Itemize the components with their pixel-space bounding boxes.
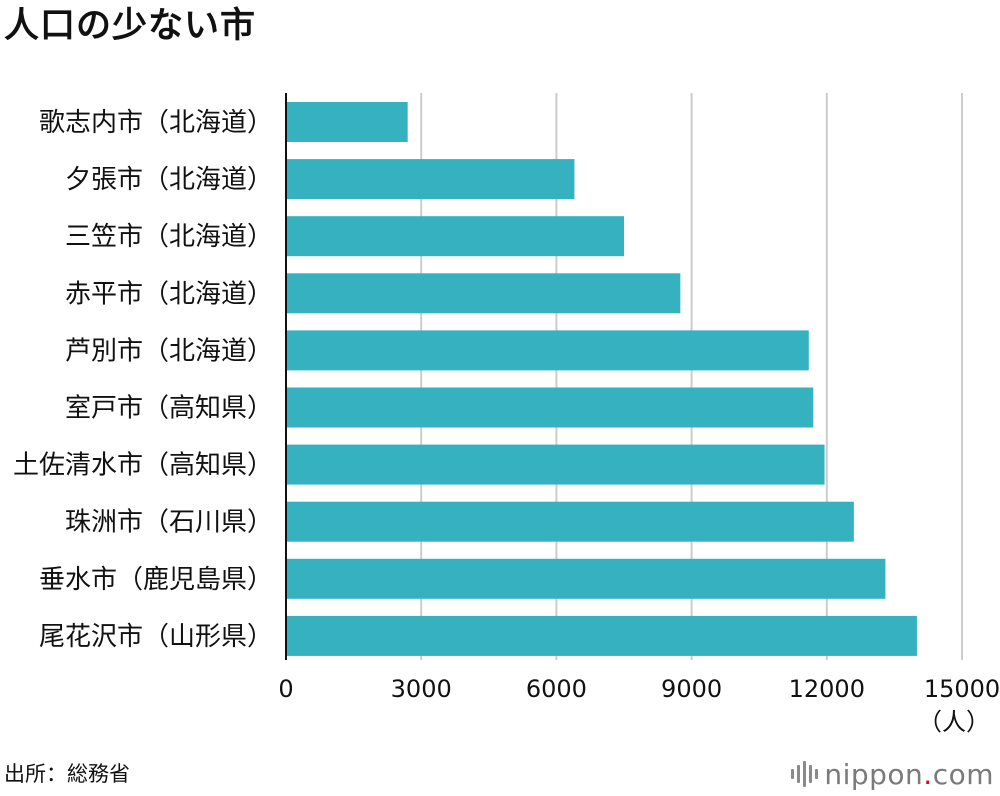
bar-8 [286, 501, 854, 542]
category-label: 芦別市（北海道） [65, 336, 273, 366]
category-labels: 歌志内市（北海道） 夕張市（北海道） 三笠市（北海道） 赤平市（北海道） 芦別市（北海道… [13, 108, 273, 652]
bar-3 [286, 216, 624, 257]
bar-1 [286, 102, 408, 142]
category-label: 夕張市（北海道） [65, 165, 273, 195]
x-tick-label: 3000 [391, 675, 452, 703]
logo-text: nippon.com [824, 757, 994, 791]
source-note: 出所：総務省 [4, 762, 130, 786]
x-tick-label: 12000 [789, 675, 865, 703]
bars [286, 102, 917, 656]
bar-4 [286, 273, 681, 314]
category-label: 室戸市（高知県） [65, 394, 273, 424]
nippon-logo: nippon.com [791, 757, 994, 791]
category-label: 垂水市（鹿児島県） [39, 565, 273, 595]
bar-7 [286, 444, 825, 485]
logo-mark-icon [791, 761, 819, 787]
category-label: 三笠市（北海道） [65, 222, 273, 252]
category-label: 歌志内市（北海道） [39, 108, 273, 138]
bar-9 [286, 558, 886, 599]
category-label: 珠洲市（石川県） [65, 508, 273, 538]
x-tick-labels: 0 3000 6000 9000 12000 15000 （人） [278, 675, 1000, 736]
x-tick-label: 15000 [924, 675, 1000, 703]
x-unit-label: （人） [918, 708, 990, 736]
x-tick-label: 6000 [526, 675, 587, 703]
category-label: 土佐清水市（高知県） [13, 451, 273, 481]
bar-6 [286, 387, 814, 428]
bar-5 [286, 330, 809, 371]
chart-title: 人口の少ない市 [4, 6, 257, 46]
bar-10 [286, 615, 917, 656]
category-label: 尾花沢市（山形県） [39, 622, 273, 652]
x-tick-label: 9000 [661, 675, 722, 703]
x-tick-label: 0 [278, 675, 293, 703]
category-label: 赤平市（北海道） [65, 279, 273, 309]
bar-2 [286, 159, 575, 200]
